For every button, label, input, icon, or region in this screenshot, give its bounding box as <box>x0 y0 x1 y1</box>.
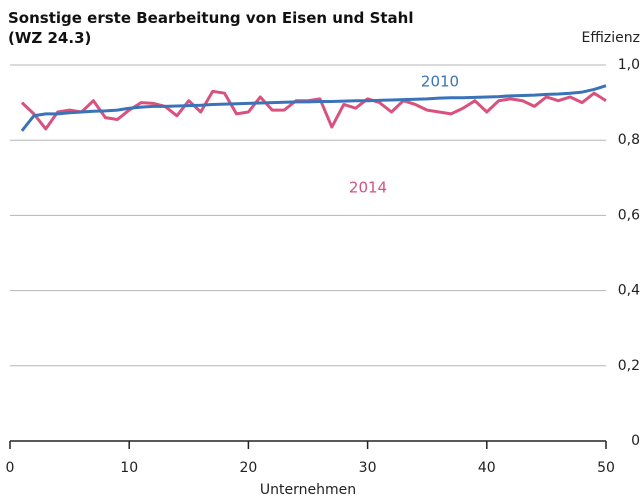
x-axis-label: Unternehmen <box>260 482 356 498</box>
y-axis-label: Effizienz <box>582 30 640 46</box>
x-tick-label: 10 <box>120 460 138 476</box>
series-line <box>20 84 607 132</box>
y-tick-label: 1,0 <box>618 57 640 73</box>
y-tick-label: 0,4 <box>618 283 640 299</box>
x-tick-label: 0 <box>6 460 15 476</box>
y-tick-label: 0,6 <box>618 207 640 223</box>
x-tick-label: 40 <box>478 460 496 476</box>
x-tick-label: 30 <box>359 460 377 476</box>
series-label: 2014 <box>349 179 387 197</box>
series-line <box>20 89 607 131</box>
series-label: 2010 <box>421 73 459 91</box>
chart-title: Sonstige erste Bearbeitung von Eisen und… <box>8 9 414 47</box>
y-tick-label: 0 <box>631 433 640 449</box>
y-tick-label: 0,8 <box>618 132 640 148</box>
x-tick-label: 20 <box>239 460 257 476</box>
x-tick-label: 50 <box>597 460 615 476</box>
y-tick-label: 0,2 <box>618 358 640 374</box>
